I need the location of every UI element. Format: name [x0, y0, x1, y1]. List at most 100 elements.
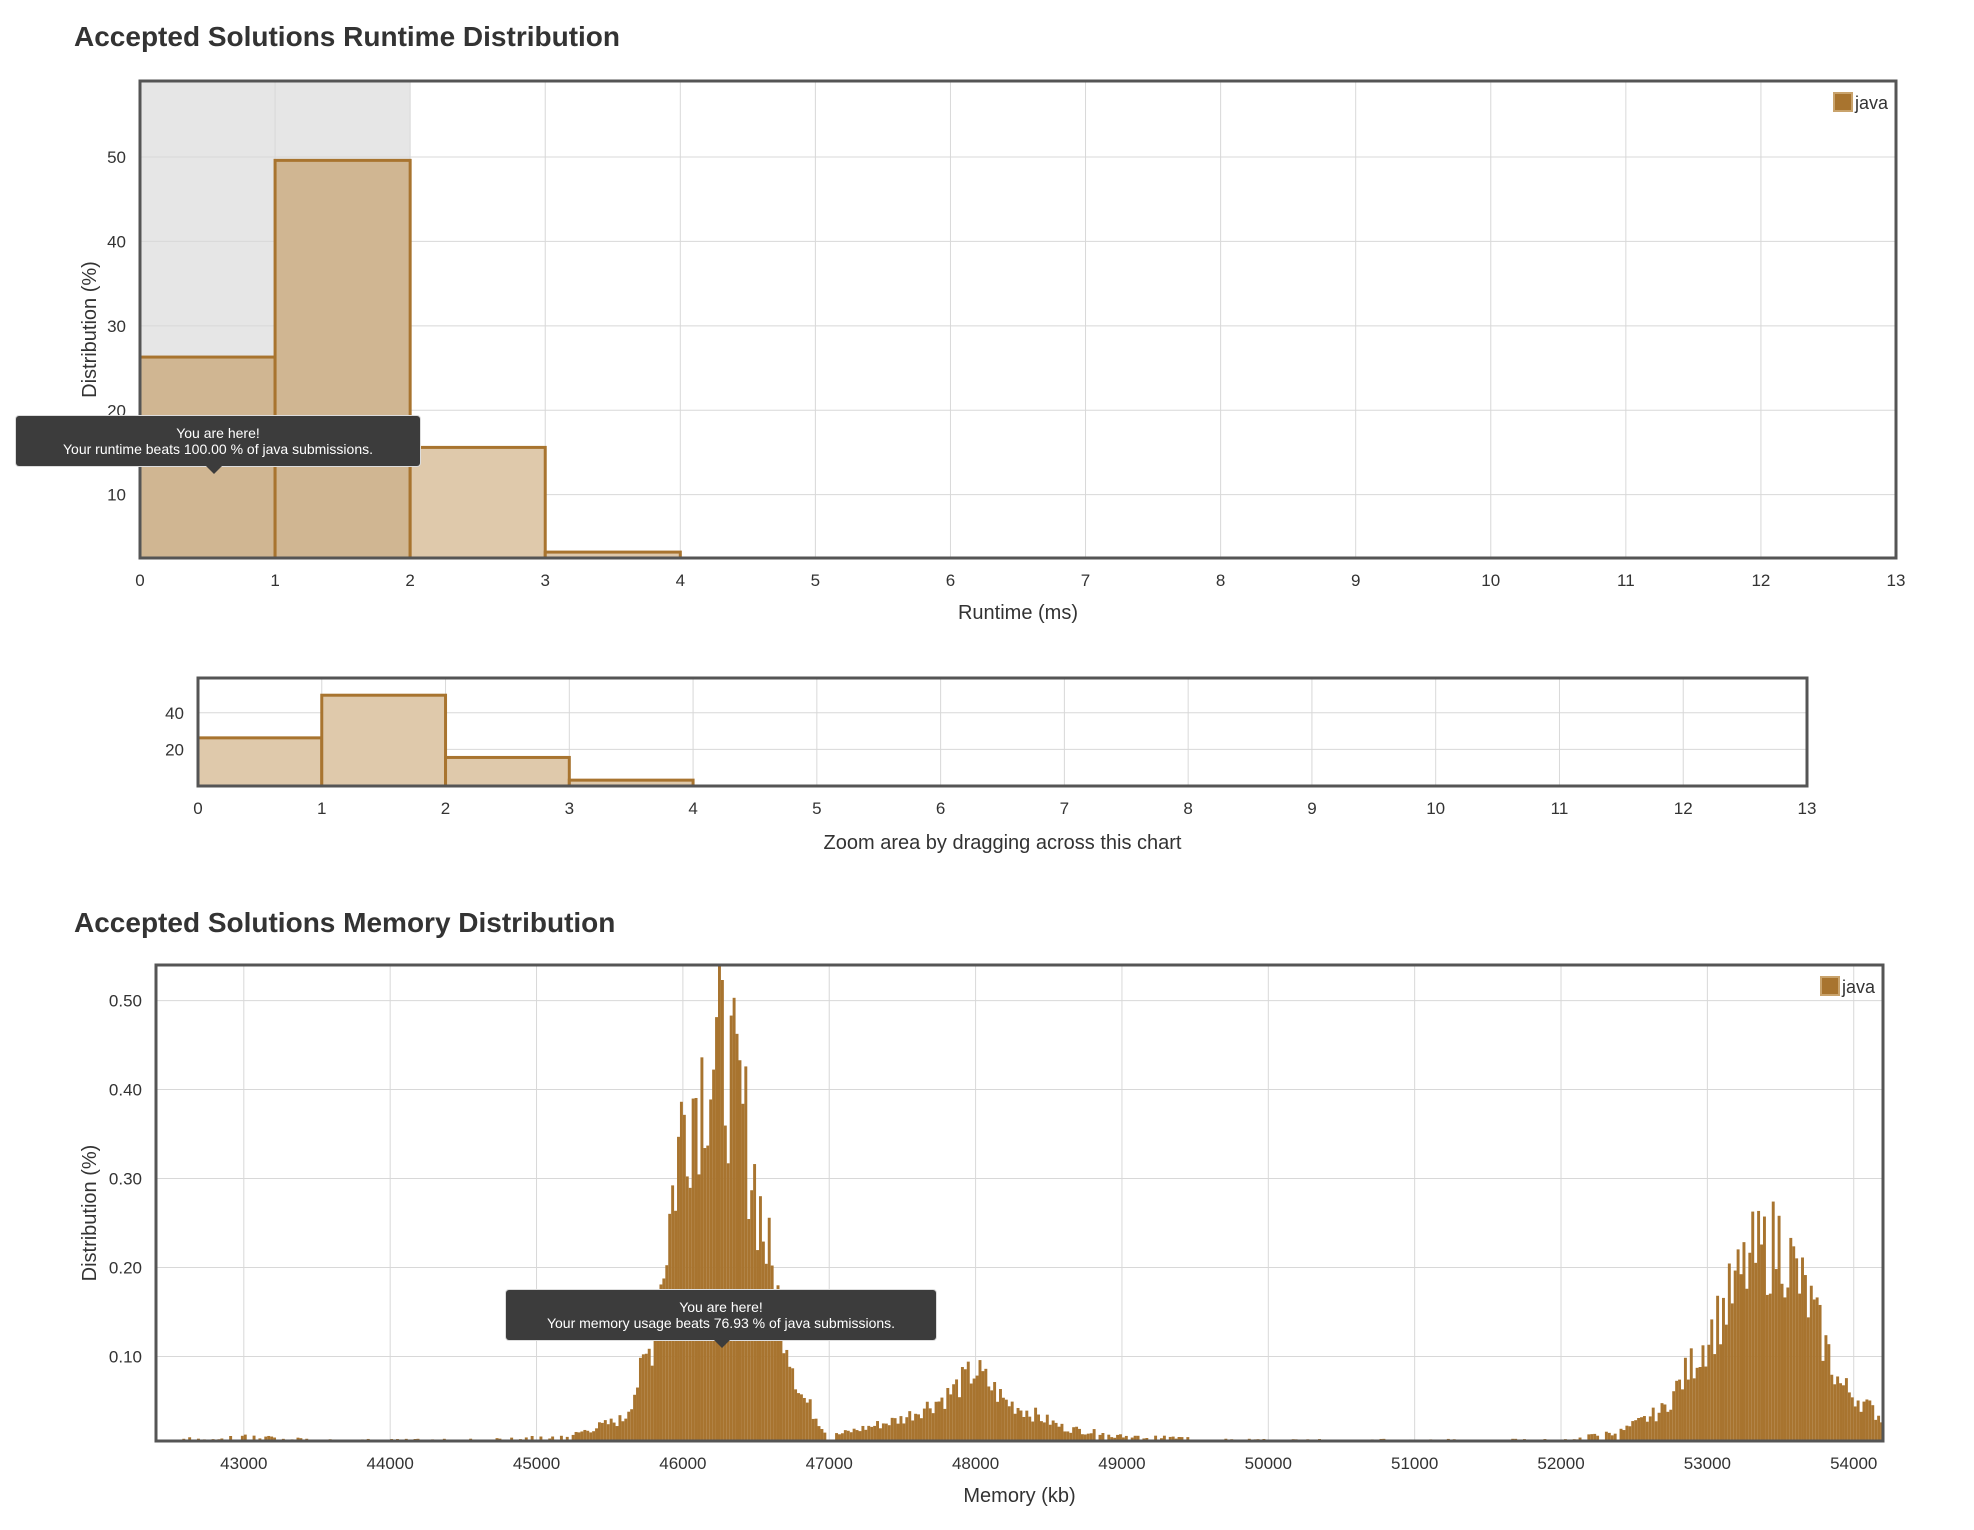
histogram-bar[interactable]: [574, 1431, 578, 1441]
histogram-bar[interactable]: [1028, 1416, 1032, 1441]
histogram-bar[interactable]: [627, 1411, 631, 1441]
histogram-bar[interactable]: [919, 1418, 923, 1441]
histogram-bar[interactable]: [1780, 1283, 1784, 1441]
histogram-bar[interactable]: [908, 1411, 912, 1441]
histogram-bar[interactable]: [1072, 1427, 1076, 1441]
histogram-bar[interactable]: [1075, 1426, 1079, 1441]
histogram-bar[interactable]: [510, 1437, 514, 1441]
histogram-bar[interactable]: [1004, 1399, 1008, 1441]
histogram-bar[interactable]: [524, 1437, 528, 1441]
histogram-bar[interactable]: [296, 1437, 300, 1441]
histogram-bar[interactable]: [1060, 1423, 1064, 1441]
histogram-bar[interactable]: [729, 1015, 733, 1441]
histogram-bar[interactable]: [1795, 1258, 1799, 1441]
histogram-bar[interactable]: [656, 1329, 660, 1441]
histogram-bar[interactable]: [934, 1401, 938, 1441]
histogram-bar[interactable]: [712, 1069, 716, 1441]
histogram-bar[interactable]: [589, 1432, 593, 1441]
histogram-bar[interactable]: [196, 736, 324, 788]
histogram-bar[interactable]: [1865, 1399, 1869, 1441]
histogram-bar[interactable]: [320, 693, 448, 788]
histogram-bar[interactable]: [963, 1369, 967, 1441]
histogram-bar[interactable]: [1590, 1434, 1594, 1441]
histogram-bar[interactable]: [1739, 1274, 1743, 1441]
histogram-bar[interactable]: [1622, 1430, 1626, 1441]
histogram-bar[interactable]: [1596, 1435, 1600, 1441]
histogram-bar[interactable]: [1066, 1431, 1070, 1441]
histogram-bar[interactable]: [1765, 1294, 1769, 1441]
histogram-bar[interactable]: [735, 1033, 739, 1441]
histogram-bar[interactable]: [1154, 1435, 1158, 1441]
histogram-bar[interactable]: [1847, 1392, 1851, 1441]
histogram-bar[interactable]: [1842, 1385, 1845, 1441]
histogram-bar[interactable]: [1812, 1299, 1816, 1441]
histogram-bar[interactable]: [583, 1429, 587, 1441]
histogram-bar[interactable]: [1069, 1432, 1073, 1441]
histogram-bar[interactable]: [1019, 1410, 1023, 1441]
histogram-bar[interactable]: [899, 1416, 903, 1441]
histogram-bar[interactable]: [1022, 1416, 1026, 1441]
histogram-bar[interactable]: [612, 1422, 616, 1441]
histogram-bar[interactable]: [1736, 1249, 1740, 1441]
histogram-bar[interactable]: [1762, 1216, 1766, 1441]
histogram-bar[interactable]: [1821, 1360, 1825, 1441]
histogram-bar[interactable]: [984, 1368, 988, 1441]
histogram-bar[interactable]: [1593, 1433, 1597, 1441]
histogram-bar[interactable]: [840, 1433, 844, 1441]
histogram-bar[interactable]: [595, 1428, 598, 1441]
histogram-bar[interactable]: [1080, 1434, 1084, 1441]
histogram-bar[interactable]: [1856, 1400, 1860, 1441]
histogram-bar[interactable]: [858, 1431, 862, 1441]
histogram-bar[interactable]: [1733, 1270, 1737, 1441]
histogram-bar[interactable]: [264, 1436, 268, 1441]
histogram-bar[interactable]: [252, 1435, 256, 1441]
histogram-bar[interactable]: [565, 1436, 569, 1441]
histogram-bar[interactable]: [633, 1394, 637, 1441]
histogram-bar[interactable]: [1083, 1434, 1087, 1441]
histogram-bar[interactable]: [969, 1383, 973, 1441]
histogram-bar[interactable]: [782, 1353, 786, 1441]
histogram-bar[interactable]: [659, 1284, 663, 1441]
histogram-bar[interactable]: [846, 1430, 850, 1441]
histogram-bar[interactable]: [1727, 1263, 1731, 1441]
histogram-bar[interactable]: [1130, 1437, 1134, 1441]
histogram-bar[interactable]: [1042, 1422, 1046, 1441]
histogram-bar[interactable]: [1078, 1428, 1081, 1441]
histogram-bar[interactable]: [1689, 1348, 1693, 1441]
histogram-bar[interactable]: [864, 1429, 868, 1441]
histogram-bar[interactable]: [603, 1420, 607, 1441]
histogram-bar[interactable]: [1001, 1397, 1005, 1441]
histogram-bar[interactable]: [1107, 1434, 1111, 1441]
histogram-bar[interactable]: [943, 1408, 947, 1441]
histogram-bar[interactable]: [1695, 1367, 1699, 1441]
histogram-bar[interactable]: [820, 1428, 824, 1441]
histogram-bar[interactable]: [718, 965, 721, 1441]
histogram-bar[interactable]: [1110, 1437, 1114, 1441]
histogram-bar[interactable]: [1119, 1434, 1122, 1441]
histogram-bar[interactable]: [243, 1434, 247, 1441]
histogram-bar[interactable]: [1628, 1426, 1632, 1441]
histogram-bar[interactable]: [1716, 1295, 1720, 1441]
histogram-bar[interactable]: [1610, 1435, 1614, 1441]
histogram-bar[interactable]: [618, 1415, 622, 1441]
histogram-bar[interactable]: [761, 1241, 765, 1441]
histogram-bar[interactable]: [799, 1394, 803, 1441]
histogram-bar[interactable]: [814, 1418, 818, 1441]
histogram-bar[interactable]: [653, 1329, 657, 1441]
histogram-bar[interactable]: [1874, 1419, 1878, 1441]
histogram-bar[interactable]: [873, 1425, 877, 1441]
histogram-bar[interactable]: [1642, 1416, 1646, 1441]
histogram-bar[interactable]: [694, 1097, 698, 1441]
memory-histogram[interactable]: 43000 44000 45000 46000 47000 48000 49000 50000…: [0, 950, 1974, 1530]
histogram-bar[interactable]: [1162, 1435, 1166, 1441]
histogram-bar[interactable]: [641, 1354, 645, 1441]
histogram-bar[interactable]: [1651, 1407, 1655, 1441]
histogram-bar[interactable]: [1039, 1421, 1043, 1441]
histogram-bar[interactable]: [917, 1414, 920, 1441]
histogram-bar[interactable]: [905, 1417, 909, 1441]
histogram-bar[interactable]: [1634, 1420, 1638, 1441]
histogram-bar[interactable]: [867, 1425, 871, 1441]
histogram-bar[interactable]: [600, 1422, 604, 1441]
histogram-bar[interactable]: [1101, 1433, 1105, 1441]
